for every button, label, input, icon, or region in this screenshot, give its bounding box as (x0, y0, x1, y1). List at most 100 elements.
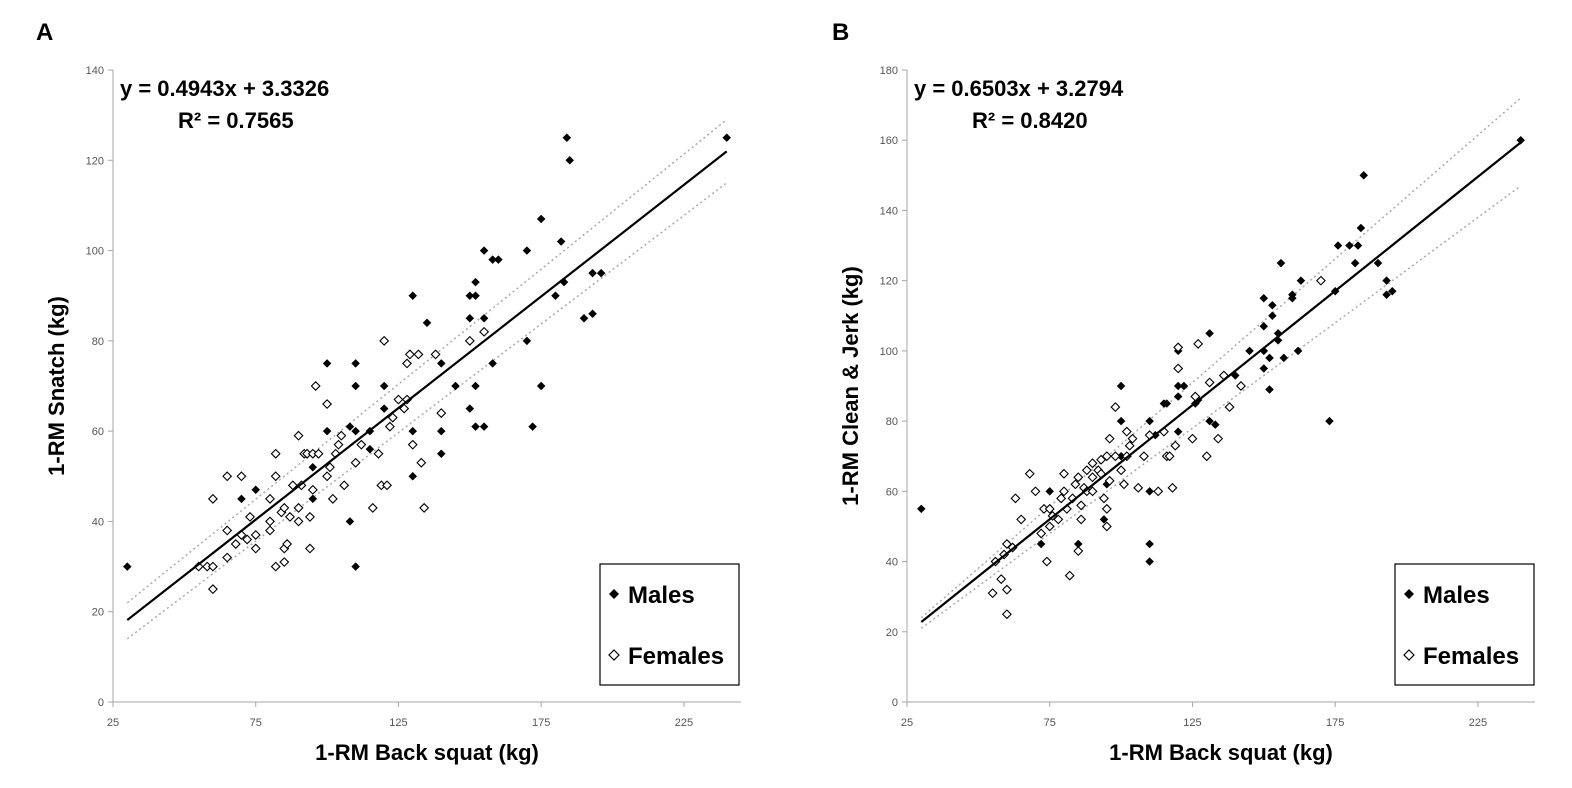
panel-b-y-tick-label: 60 (886, 486, 898, 498)
panel-b-male-point (1387, 286, 1397, 296)
panel-a-female-point (350, 457, 361, 468)
panel-a-x-axis-title: 1-RM Back squat (kg) (315, 740, 539, 765)
panel-b-x-tick-label: 175 (1326, 717, 1344, 729)
panel-a-y-tick-label: 0 (98, 697, 104, 709)
panel-a-male-point (379, 381, 389, 391)
panel-a-female-point (430, 349, 441, 360)
panel-b-female-point (1124, 440, 1135, 451)
panel-a-male-point (451, 381, 460, 391)
panel-b-male-point (1036, 539, 1046, 549)
panel-a-male-point (351, 359, 360, 368)
panel-b-equation: y = 0.6503x + 3.2794 (914, 76, 1124, 101)
panel-b-female-point (996, 574, 1007, 585)
panel-b-female-point (1133, 482, 1144, 493)
panel-b-female-point (1001, 609, 1012, 620)
panel-b-female-point (1170, 440, 1181, 451)
panel-a-female-point (207, 493, 218, 504)
panel-a-female-point (367, 502, 378, 513)
panel-b-female-point (1010, 493, 1021, 504)
panel-a-female-point (387, 412, 398, 423)
panel-a-legend-males: Males (628, 582, 695, 609)
panel-a-male-point (556, 237, 566, 246)
panel-b-y-axis-title: 1-RM Clean & Jerk (kg) (838, 266, 863, 506)
panel-b-male-point (1345, 241, 1354, 250)
panel-b-female-point (1056, 493, 1067, 504)
panel-a-female-point (373, 448, 384, 459)
panel-b-male-point (916, 504, 926, 514)
panel-b-female-point (1064, 570, 1075, 581)
panel-a-male-point (551, 291, 560, 301)
panel-a-legend-female-marker (608, 649, 620, 661)
panel-a-female-point (379, 335, 390, 346)
panel-a-female-point (404, 349, 415, 360)
panel-a-female-point (336, 430, 347, 441)
panel-a-female-point (222, 525, 233, 536)
panel-b-female-point (1053, 514, 1064, 525)
panel-a-female-point (339, 480, 350, 491)
panel-b-female-point (1138, 451, 1149, 462)
panel-b-male-point (1325, 416, 1334, 426)
panel-b-x-tick-label: 125 (1183, 717, 1201, 729)
panel-a-female-point (399, 403, 410, 414)
panel-a-female-point (322, 399, 333, 410)
panel-b-male-point (1333, 241, 1343, 250)
panel-a-male-point (408, 291, 418, 301)
panel-a-male-point (536, 381, 546, 391)
panel-b-female-point (1110, 402, 1121, 413)
panel-b-female-point (1036, 528, 1047, 539)
panel-a-y-tick-label: 80 (92, 336, 104, 348)
panel-a-female-point (245, 511, 255, 522)
panel-a-female-point (356, 439, 367, 450)
panel-b-female-point (1213, 433, 1224, 444)
panel-a-female-point (250, 529, 261, 540)
panel-a-male-point (588, 309, 597, 319)
panel-a-male-point (471, 422, 480, 431)
panel-a-x-tick-label: 225 (675, 717, 693, 729)
panel-b-female-point (1087, 472, 1098, 483)
panel-a-male-point (408, 426, 418, 436)
panel-b-y-tick-label: 180 (880, 65, 898, 77)
panel-a-male-point (596, 268, 606, 278)
panel-b-male-point (1145, 416, 1154, 426)
panel-a-confidence-band (126, 119, 728, 640)
panel-b-male-point (1259, 321, 1269, 331)
panel-b-male-point (1268, 311, 1277, 321)
panel-a-r-squared: R² = 0.7565 (178, 108, 294, 133)
panel-a-legend-box (599, 563, 740, 686)
panel-b-male-point (1145, 539, 1154, 549)
panel-a-male-point (471, 291, 480, 301)
panel-b-male-point (1173, 381, 1183, 391)
panel-a-female-point (222, 471, 233, 482)
panel-a-male-point (465, 313, 475, 323)
panel-b-female-point (1101, 503, 1112, 514)
panel-a-y-tick-label: 100 (86, 246, 104, 258)
panel-a-female-point (236, 471, 247, 482)
panel-a-equation: y = 0.4943x + 3.3326 (120, 76, 329, 101)
panel-a-female-point (436, 408, 447, 419)
panel-a-male-point (422, 318, 432, 328)
panel-b-female-point (1153, 486, 1164, 497)
panel-b-x-tick-label: 75 (1044, 717, 1056, 729)
panel-b-male-point (1116, 416, 1126, 426)
panel-b-female-point (1201, 451, 1212, 462)
panel-b-male-point (1276, 258, 1286, 268)
panel-a-female-point (242, 534, 253, 545)
panel-b-female-point (1096, 454, 1107, 465)
panel-b-male-point (1116, 381, 1126, 391)
panel-a-female-point (304, 543, 315, 554)
panel-b-male-point (1265, 353, 1274, 363)
panel-b-female-point (1044, 503, 1055, 514)
panel-b-male-point (1296, 276, 1306, 286)
panel-a-male-point (436, 359, 446, 368)
panel-a-female-point (419, 502, 430, 513)
panel-b-female-point (1041, 556, 1052, 567)
panel-a-female-point (296, 480, 307, 491)
panel-a-legend: Males Females (599, 563, 740, 686)
panel-a-male-point (345, 517, 355, 526)
panel-a-male-point (522, 336, 532, 346)
panel-b-female-point (1224, 402, 1235, 413)
panel-a-male-point (588, 268, 597, 278)
panel-a-male-point (565, 155, 575, 165)
